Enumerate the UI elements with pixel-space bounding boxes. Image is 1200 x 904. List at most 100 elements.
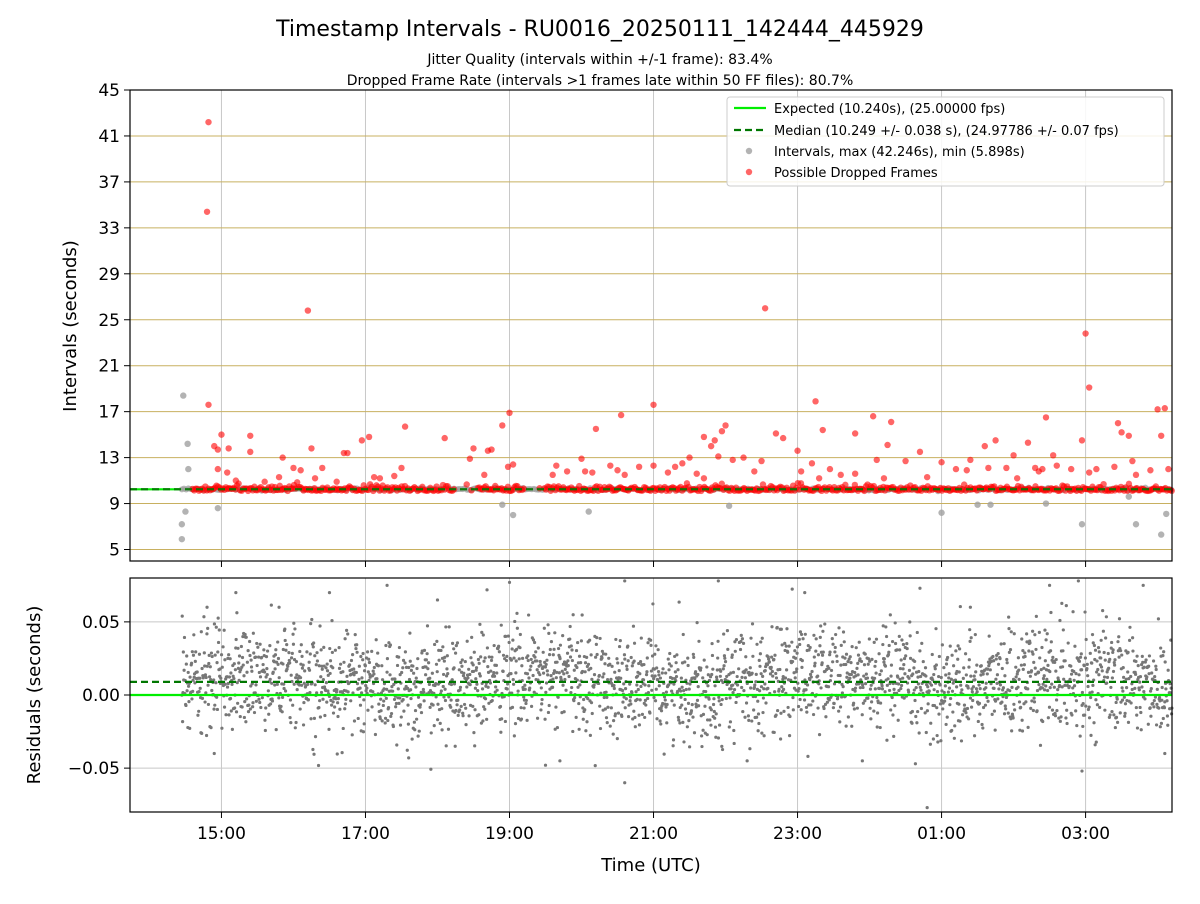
residual-point [476, 689, 480, 693]
residual-point [528, 668, 532, 672]
residual-point [356, 716, 360, 721]
residual-point [852, 701, 856, 705]
residual-point [456, 713, 460, 717]
residual-point [1160, 685, 1164, 690]
residual-point [765, 663, 770, 667]
residual-point [774, 676, 779, 680]
residual-point [740, 637, 745, 641]
residual-point [755, 642, 759, 646]
residual-point [857, 640, 861, 644]
residual-point [835, 697, 840, 701]
residual-point [1160, 698, 1164, 702]
residual-point [429, 731, 433, 735]
residual-point [743, 676, 748, 680]
residual-point [678, 705, 682, 710]
residual-point [598, 704, 602, 708]
residual-point [611, 719, 616, 723]
intervals-ytick-label-2: 13 [98, 449, 120, 469]
residual-point [373, 718, 377, 722]
residual-point [364, 689, 368, 693]
residual-point [1109, 685, 1113, 690]
intervals-ytick-label-5: 25 [98, 311, 120, 331]
residual-point [237, 661, 241, 665]
residual-point [446, 727, 451, 731]
residual-point [292, 657, 297, 662]
residual-point [858, 657, 862, 661]
residual-point [315, 659, 320, 663]
residual-point [238, 714, 242, 719]
residual-point [1016, 685, 1020, 689]
residual-point [276, 640, 280, 644]
residual-point [552, 669, 557, 673]
residual-point [700, 744, 704, 749]
residual-point [919, 706, 924, 711]
dropped-frame-point [794, 447, 801, 454]
residual-point [855, 706, 859, 710]
residual-point [317, 705, 321, 710]
residual-point [575, 665, 579, 670]
residual-point [1020, 718, 1024, 722]
residual-point [954, 649, 958, 653]
residual-point [483, 707, 487, 711]
residual-point [204, 733, 209, 738]
dropped-frame-point [1039, 465, 1046, 473]
residual-point [882, 657, 886, 661]
residual-point [1140, 685, 1144, 689]
residual-point [245, 697, 249, 701]
residual-point [1087, 716, 1092, 720]
residual-point [1103, 658, 1107, 662]
residual-point [535, 659, 539, 663]
residual-point [245, 670, 249, 674]
residual-point [1092, 643, 1097, 648]
residual-point [506, 682, 510, 686]
residual-point [277, 605, 281, 609]
residual-point [517, 657, 521, 661]
residual-point [719, 669, 723, 673]
residual-point [738, 647, 743, 652]
residual-point [327, 727, 331, 731]
residual-point [422, 690, 426, 694]
residual-point [839, 663, 843, 667]
residual-point [829, 668, 834, 673]
residual-point [1151, 659, 1156, 663]
residual-point [585, 720, 589, 724]
residual-point [759, 672, 763, 676]
residual-point [300, 683, 304, 687]
residual-point [486, 685, 490, 689]
legend-intervals-swatch [745, 147, 753, 155]
residual-point [623, 657, 627, 661]
residual-point [398, 723, 403, 727]
residual-point [244, 635, 248, 639]
residual-point [199, 630, 203, 634]
residual-point [403, 650, 407, 654]
residual-point [785, 627, 789, 631]
residual-point [1114, 715, 1119, 719]
residual-point [266, 689, 270, 693]
residual-point [862, 674, 866, 678]
residual-point [652, 677, 656, 681]
residual-point [1076, 579, 1080, 583]
residual-point [940, 643, 944, 647]
residual-point [363, 664, 367, 668]
residual-point [860, 713, 864, 717]
residual-point [600, 656, 604, 660]
residual-point [803, 591, 807, 595]
residual-point [631, 717, 635, 721]
residual-point [462, 671, 466, 675]
residual-point [513, 619, 517, 624]
residual-point [825, 700, 830, 704]
residual-point [623, 706, 627, 710]
residual-point [1054, 657, 1058, 662]
residual-point [236, 646, 240, 650]
residual-point [634, 690, 638, 694]
residual-point [1079, 652, 1083, 656]
residual-point [747, 670, 751, 675]
residual-point [688, 745, 692, 749]
residual-point [816, 653, 821, 657]
dropped-frame-point [1013, 475, 1021, 482]
residual-point [952, 664, 956, 668]
residual-point [707, 697, 711, 701]
residuals-xtick-label-6: 03:00 [1061, 824, 1110, 844]
residual-point [340, 751, 344, 755]
residual-point [905, 646, 909, 651]
